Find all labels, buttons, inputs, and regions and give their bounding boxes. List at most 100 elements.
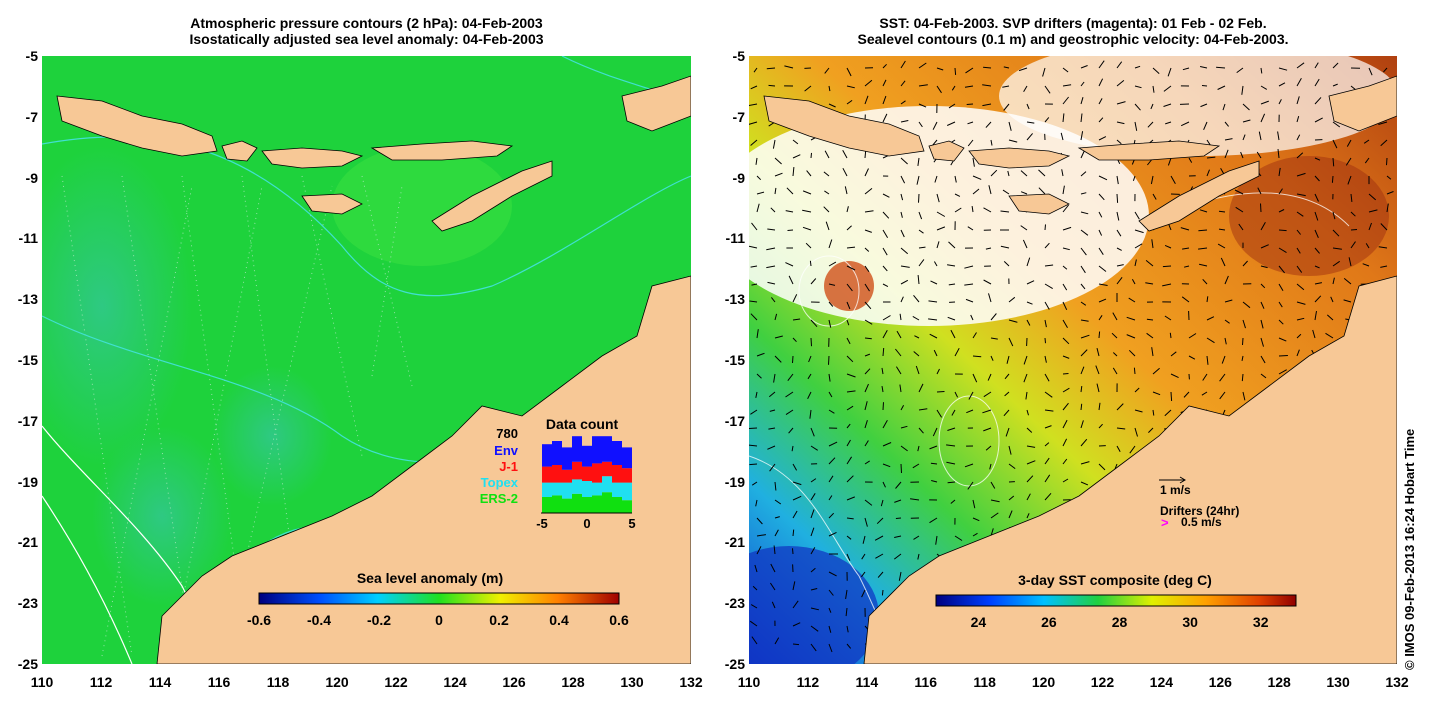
velocity-arrow: [1242, 319, 1246, 329]
velocity-arrow: [1062, 283, 1068, 291]
velocity-arrow: [1134, 409, 1143, 413]
velocity-arrow: [792, 495, 802, 501]
legend-entry: J-1: [499, 459, 518, 474]
velocity-arrow: [1221, 355, 1226, 364]
velocity-arrow: [1332, 157, 1335, 167]
velocity-arrow: [1134, 387, 1140, 393]
bali-lombok-island: [928, 140, 965, 162]
velocity-arrow: [828, 495, 833, 501]
velocity-arrow: [1116, 229, 1122, 237]
velocity-arrow: [1042, 67, 1046, 77]
velocity-arrow: [864, 247, 870, 252]
velocity-arrow: [1026, 301, 1033, 305]
velocity-arrow: [1152, 367, 1160, 375]
velocity-arrow: [1260, 100, 1269, 105]
velocity-arrow: [948, 241, 956, 249]
velocity-arrow: [934, 175, 938, 183]
velocity-arrow: [1044, 442, 1050, 447]
velocity-arrow: [805, 242, 812, 249]
latitude-label: -5: [25, 48, 38, 64]
velocity-arrow: [947, 264, 956, 267]
velocity-arrow: [1008, 463, 1016, 470]
velocity-arrow: [823, 206, 830, 213]
velocity-arrow: [792, 318, 801, 321]
velocity-arrow: [824, 150, 830, 159]
velocity-arrow: [1200, 103, 1208, 108]
velocity-arrow: [792, 548, 794, 555]
velocity-arrow: [1201, 391, 1208, 396]
velocity-arrow: [1131, 279, 1136, 285]
velocity-arrow: [1170, 391, 1173, 402]
velocity-arrow: [1278, 99, 1282, 105]
right-title-line1: SST: 04-Feb-2003. SVP drifters (magenta)…: [879, 15, 1267, 31]
velocity-arrow: [749, 444, 758, 447]
velocity-arrow: [1216, 66, 1226, 69]
velocity-arrow: [807, 391, 812, 400]
velocity-arrow: [972, 499, 976, 509]
velocity-arrow: [751, 636, 758, 645]
velocity-arrow: [864, 460, 870, 465]
latitude-label: -11: [725, 230, 745, 247]
velocity-arrow: [1062, 373, 1069, 375]
data-count-bar: [592, 482, 602, 496]
velocity-arrow: [1241, 373, 1244, 382]
velocity-arrow: [912, 463, 920, 469]
velocity-arrow: [1332, 211, 1336, 220]
velocity-arrow: [918, 211, 923, 220]
velocity-arrow: [1038, 169, 1046, 177]
velocity-arrow: [1331, 175, 1334, 183]
velocity-arrow: [917, 553, 920, 560]
velocity-arrow: [1026, 460, 1036, 465]
velocity-arrow: [1026, 280, 1035, 285]
velocity-arrow: [1116, 276, 1123, 285]
velocity-arrow: [1314, 211, 1319, 221]
velocity-arrow: [1044, 457, 1050, 465]
velocity-arrow: [1314, 78, 1320, 87]
velocity-arrow: [1296, 62, 1305, 69]
velocity-arrow: [928, 318, 938, 321]
velocity-arrow: [899, 384, 902, 393]
data-count-title: Data count: [546, 416, 619, 432]
velocity-arrow: [918, 103, 927, 108]
velocity-arrow: [767, 228, 776, 231]
cool-region: [749, 546, 879, 664]
velocity-arrow: [810, 567, 816, 573]
velocity-arrow: [770, 563, 776, 573]
velocity-arrow: [792, 337, 797, 343]
velocity-arrow: [1346, 139, 1352, 147]
longitude-label: 116: [207, 674, 231, 690]
velocity-arrow: [882, 193, 890, 198]
velocity-arrow: [1150, 103, 1154, 110]
velocity-arrow: [918, 193, 920, 203]
velocity-arrow: [1348, 257, 1352, 267]
velocity-arrow: [810, 607, 820, 611]
velocity-arrow: [1044, 85, 1051, 94]
colorbar-tick-label: 28: [1112, 614, 1128, 630]
velocity-arrow: [882, 329, 888, 339]
velocity-arrow: [1020, 225, 1028, 231]
velocity-arrow: [1080, 386, 1083, 393]
velocity-arrow: [918, 427, 924, 434]
velocity-arrow: [1206, 316, 1215, 321]
velocity-arrow: [1116, 175, 1119, 185]
velocity-arrow: [749, 463, 758, 466]
velocity-arrow: [1242, 119, 1251, 123]
velocity-arrow: [785, 391, 794, 398]
velocity-arrow: [1164, 315, 1172, 321]
velocity-arrow: [900, 445, 908, 452]
velocity-arrow: [828, 589, 834, 596]
velocity-arrow: [918, 62, 927, 69]
velocity-arrow: [1278, 355, 1288, 357]
velocity-arrow: [845, 607, 848, 617]
velocity-arrow: [1151, 347, 1154, 357]
velocity-arrow: [1026, 103, 1030, 110]
velocity-arrow: [1044, 391, 1053, 398]
velocity-arrow: [1000, 210, 1010, 213]
velocity-arrow: [785, 409, 794, 416]
velocity-arrow: [792, 581, 796, 591]
velocity-arrow: [954, 391, 959, 398]
velocity-arrow: [754, 564, 758, 573]
velocity-arrow: [1116, 211, 1120, 221]
longitude-label: 114: [855, 674, 879, 690]
longitude-label: 124: [1149, 674, 1174, 690]
